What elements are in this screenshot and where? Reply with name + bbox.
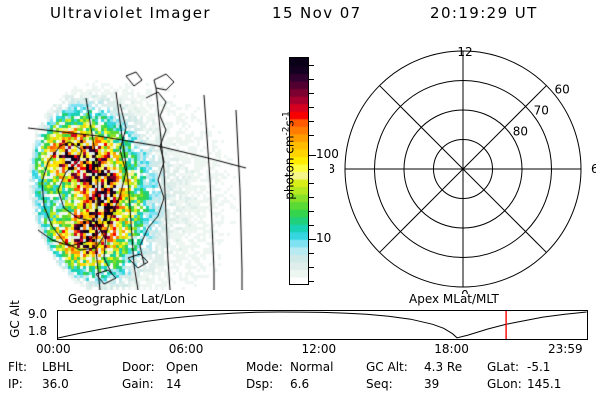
colorbar-unit-mid: s [282,120,297,127]
status-key: GC Alt: [366,360,408,374]
status-key: Dsp: [246,377,274,391]
orbit-strip-chart-panel[interactable]: Geographic Lat/Lon Apex MLat/MLT GC Alt … [0,292,600,356]
strip-chart-plot-area[interactable] [57,310,588,340]
status-row-1: Flt: LBHL Door: Open Mode: Normal GC Alt: 4.3 R… [0,360,600,377]
observation-time: 20:19:29 UT [430,4,538,22]
gc-alt-trace [58,311,587,339]
status-value: 36.0 [42,377,69,391]
status-footer: Flt: LBHL Door: Open Mode: Normal GC Alt: 4.3 R… [0,360,600,400]
colorbar-minor-tick [309,65,314,66]
mlat-label-70: 70 [534,103,549,117]
colorbar-axis-label: photon cm-2s-1 [282,76,297,236]
status-value: 4.3 Re [424,360,463,374]
colorbar-unit-main: photon cm [282,135,297,200]
polar-mlat-mlt-panel[interactable]: 126018607080 [330,44,596,294]
colorbar-minor-tick [309,253,314,254]
colorbar-unit-exp1: -2 [281,126,292,136]
colorbar-minor-tick [309,93,314,94]
status-value: 145.1 [527,377,562,391]
observation-date: 15 Nov 07 [272,4,362,22]
status-value: -5.1 [527,360,551,374]
polar-grid-plot[interactable]: 126018607080 [330,44,596,294]
colorbar-panel: 100 10 photon cm-2s-1 [258,50,339,295]
colorbar-minor-tick [309,197,314,198]
status-key: Mode: [246,360,283,374]
status-value: LBHL [42,360,73,374]
polar-grid-spokes [345,51,581,287]
polar-panel-caption: Apex MLat/MLT [409,292,499,306]
status-key: GLat: [487,360,520,374]
status-key: Door: [122,360,155,374]
strip-y-tick-bottom: 1.8 [28,324,48,338]
colorbar-minor-tick [309,211,314,212]
mlt-label-18: 18 [330,162,335,176]
status-key: Gain: [122,377,154,391]
status-value: 39 [424,377,440,391]
header-bar: Ultraviolet Imager 15 Nov 07 20:19:29 UT [0,4,600,30]
colorbar-scale [289,57,309,285]
strip-x-tick-label: 23:59 [548,342,583,356]
mlat-label-60: 60 [554,83,569,97]
mlt-label-6: 6 [591,162,596,176]
auroral-image-panel[interactable] [8,50,256,290]
strip-x-tick-label: 12:00 [301,342,337,356]
status-key: GLon: [487,377,522,391]
colorbar-unit-exp2: -1 [281,111,292,121]
colorbar-major-tick [309,239,316,240]
status-key: Seq: [366,377,393,391]
colorbar-minor-tick [309,225,314,226]
colorbar-minor-tick [309,183,314,184]
colorbar-tick-label: 10 [316,231,332,245]
auroral-uv-image[interactable] [8,50,256,290]
colorbar-minor-tick [309,79,314,80]
status-value: 6.6 [290,377,310,391]
status-value: 14 [166,377,182,391]
strip-y-tick-top: 9.0 [28,307,48,321]
status-row-2: IP: 36.0 Gain: 14 Dsp: 6.6 Seq: 39 GLon: 145.1 [0,377,600,394]
colorbar-minor-tick [309,121,314,122]
strip-x-tick-label: 00:00 [36,342,71,356]
colorbar-major-tick [309,155,316,156]
mlat-label-80: 80 [513,124,528,138]
image-panel-caption: Geographic Lat/Lon [68,292,186,306]
status-value: Open [166,360,199,374]
colorbar-gradient [290,58,308,284]
status-value: Normal [290,360,334,374]
colorbar-minor-tick [309,169,314,170]
polar-grid-labels: 126018607080 [330,45,596,294]
colorbar-minor-tick [309,281,314,282]
colorbar-minor-tick [309,267,314,268]
status-key: Flt: [8,360,27,374]
colorbar-minor-tick [309,107,314,108]
strip-x-tick-label: 18:00 [434,342,469,356]
instrument-title: Ultraviolet Imager [50,4,211,22]
colorbar-minor-tick [309,135,314,136]
colorbar-tick-label: 100 [316,147,339,161]
polar-spoke [379,85,547,253]
gc-alt-line [58,311,587,339]
mlt-label-12: 12 [457,45,472,59]
mlt-label-0: 0 [461,288,469,294]
status-key: IP: [8,377,23,391]
strip-x-tick-label: 06:00 [168,342,204,356]
strip-y-axis-title: GC Alt [8,300,22,338]
